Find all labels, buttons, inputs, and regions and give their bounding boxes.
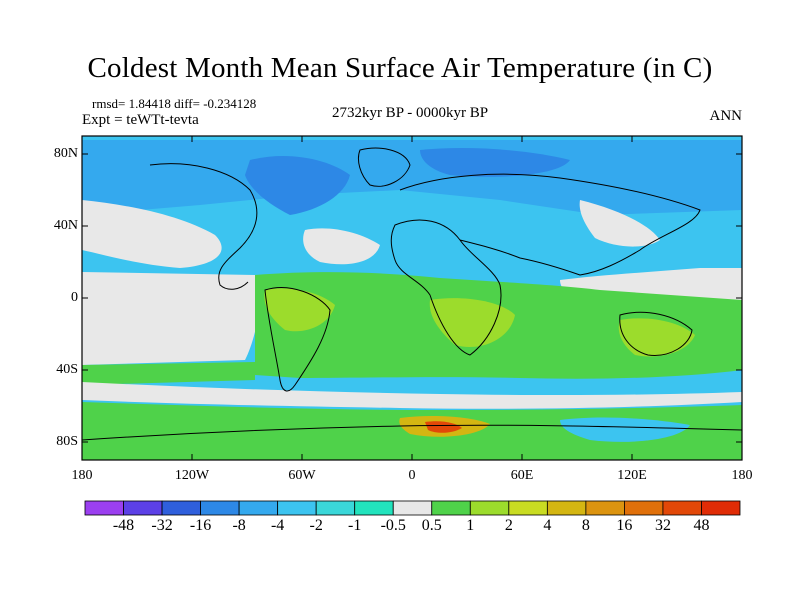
- lon-label-1: 120W: [174, 468, 210, 483]
- colorbar-swatch-9: [431, 500, 471, 516]
- field-epac-neutral: [82, 272, 260, 365]
- colorbar-swatch-6: [315, 500, 356, 516]
- field-spac-green: [82, 362, 255, 385]
- colorbar-label-6: -1: [348, 517, 362, 534]
- colorbar-swatch-13: [585, 500, 625, 516]
- colorbar-swatch-5: [277, 500, 317, 516]
- tick-marks: [81, 136, 743, 460]
- field-antarctic-cool: [560, 417, 690, 442]
- lat-label-4: 80S: [56, 434, 78, 449]
- coast-africa: [390, 219, 502, 356]
- colorbar-swatch-8: [392, 500, 433, 516]
- colorbar-swatch-16: [701, 500, 741, 516]
- colorbar-label-3: -8: [232, 517, 246, 534]
- field-npac-neutral: [82, 200, 222, 268]
- colorbar-label-1: -32: [151, 517, 173, 534]
- experiment-label: Expt = teWTt-tevta: [82, 112, 199, 128]
- colorbar-swatch-2: [161, 500, 201, 516]
- coastlines: [82, 147, 742, 441]
- period-label: 2732kyr BP - 0000kyr BP: [331, 105, 489, 121]
- lon-label-6: 180: [731, 468, 753, 483]
- coast-south-america: [264, 287, 331, 392]
- colorbar-label-12: 8: [581, 517, 590, 534]
- colorbar-swatch-10: [469, 500, 510, 516]
- field-australia-warm: [618, 318, 695, 357]
- lon-label-4: 60E: [510, 468, 534, 483]
- colorbar-swatch-12: [546, 500, 587, 516]
- coast-greenland: [357, 147, 411, 187]
- field-sam-warm: [264, 288, 335, 332]
- colorbar-label-11: 4: [543, 517, 552, 534]
- colorbar-label-7: -0.5: [380, 517, 406, 534]
- colorbar-label-2: -16: [189, 517, 212, 534]
- colorbar-swatch-3: [200, 500, 240, 516]
- colorbar-label-10: 2: [504, 517, 513, 534]
- lon-label-5: 120E: [617, 468, 647, 483]
- coast-eurasia: [399, 173, 701, 276]
- field-africa-warm: [429, 298, 515, 347]
- coast-australia: [619, 311, 693, 356]
- colorbar-label-14: 32: [654, 517, 671, 534]
- coast-north-america: [149, 163, 258, 290]
- field-canada-blue: [245, 155, 350, 215]
- lat-label-0: 80N: [53, 146, 78, 161]
- field-arctic-dark: [420, 148, 570, 177]
- lat-label-3: 40S: [56, 362, 78, 377]
- season-label: ANN: [709, 108, 743, 124]
- field-antarctic-hot: [425, 421, 462, 433]
- colorbar-label-15: 48: [693, 517, 710, 534]
- field-layer: [82, 136, 742, 460]
- field-southern-neutral: [82, 382, 742, 409]
- colorbar-swatch-1: [123, 500, 163, 516]
- field-east-asia-neutral: [579, 200, 660, 247]
- field-arctic-blue: [82, 140, 742, 215]
- lat-label-2: 0: [71, 290, 78, 305]
- colorbar-label-0: -48: [112, 517, 135, 534]
- colorbar-label-4: -4: [270, 517, 285, 534]
- colorbar-swatch-11: [508, 500, 548, 516]
- colorbar-swatch-4: [238, 500, 279, 516]
- map-title: Coldest Month Mean Surface Air Temperatu…: [87, 52, 713, 84]
- rmsd-diff-stats: rmsd= 1.84418 diff= -0.234128: [92, 96, 257, 111]
- colorbar-label-5: -2: [309, 517, 323, 534]
- lon-label-2: 60W: [288, 468, 316, 483]
- colorbar-label-9: 1: [466, 517, 475, 534]
- colorbar: [84, 500, 741, 516]
- colorbar-swatch-7: [354, 500, 394, 516]
- coast-antarctica: [82, 424, 742, 441]
- colorbar-swatch-0: [84, 500, 124, 516]
- lon-label-3: 0: [408, 468, 416, 483]
- field-natl-neutral: [303, 228, 380, 265]
- colorbar-swatch-14: [624, 500, 664, 516]
- lat-label-1: 40N: [53, 218, 78, 233]
- lon-label-0: 180: [71, 468, 93, 483]
- colorbar-label-8: 0.5: [421, 517, 442, 534]
- colorbar-swatch-15: [662, 500, 702, 516]
- colorbar-label-13: 16: [616, 517, 633, 534]
